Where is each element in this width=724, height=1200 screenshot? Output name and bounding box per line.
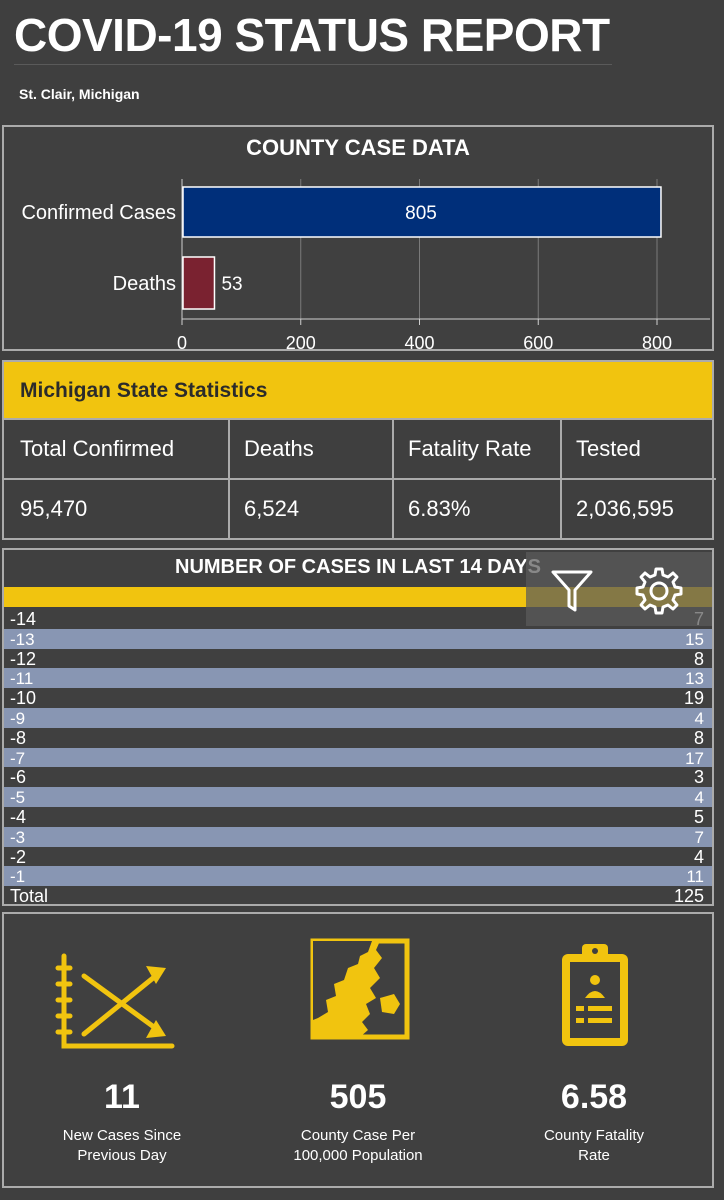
day-label: -12 xyxy=(10,648,37,669)
day-case-count: 5 xyxy=(693,806,704,827)
indicator-case-rate: 505 County Case Per 100,000 Population xyxy=(240,914,476,1186)
fatality-rate-value: 6.58 xyxy=(560,1078,628,1116)
day-case-count: 11 xyxy=(686,867,704,887)
case-rate-value: 505 xyxy=(329,1078,387,1116)
table-row[interactable]: -12 8 xyxy=(4,649,712,669)
day-label: -6 xyxy=(10,767,27,788)
day-label: -4 xyxy=(10,806,27,827)
stat-value-cell: 6.83% xyxy=(392,480,562,538)
day-label: -5 xyxy=(10,788,26,807)
case-rate-label: County Case Per 100,000 Population xyxy=(293,1127,423,1164)
category-label: Deaths xyxy=(113,273,176,295)
state-statistics-title: Michigan State Statistics xyxy=(20,379,268,402)
day-case-count: 3 xyxy=(693,767,704,788)
cases-14-days-panel: NUMBER OF CASES IN LAST 14 DAYS -147-131… xyxy=(2,548,714,906)
county-indicators-panel: 11 New Cases Since Previous Day 505 Coun… xyxy=(2,912,714,1188)
stat-value-cell: 95,470 xyxy=(4,480,230,538)
table-row[interactable]: -8 8 xyxy=(4,728,712,748)
day-case-count: 17 xyxy=(685,748,704,768)
filter-icon[interactable] xyxy=(550,568,594,614)
day-case-count: 8 xyxy=(693,648,704,669)
table-row[interactable]: -4 5 xyxy=(4,807,712,827)
county-map-icon xyxy=(310,938,410,1040)
fatality-rate-label: County Fatality Rate xyxy=(543,1127,645,1164)
day-label: -10 xyxy=(10,688,37,708)
state-statistics-header: Michigan State Statistics xyxy=(4,362,712,420)
day-label: -14 xyxy=(10,609,37,629)
stat-label: Total Confirmed xyxy=(20,436,175,461)
indicator-fatality-rate: 6.58 County Fatality Rate xyxy=(476,914,712,1186)
day-label: Total xyxy=(10,886,49,906)
x-tick-label: 600 xyxy=(523,333,553,349)
day-case-count: 4 xyxy=(694,708,704,728)
day-label: -13 xyxy=(10,629,35,649)
category-label: Confirmed Cases xyxy=(21,202,176,224)
stat-value: 6,524 xyxy=(244,496,300,521)
table-row[interactable]: -9 4 xyxy=(4,707,712,728)
day-case-count: 15 xyxy=(685,629,704,649)
county-chart-title: COUNTY CASE DATA xyxy=(246,135,470,160)
header-divider xyxy=(14,64,612,65)
day-label: -8 xyxy=(10,727,27,748)
stat-header-cell: Deaths xyxy=(228,420,394,480)
stat-header-cell: Tested xyxy=(560,420,716,480)
table-row[interactable]: -10 19 xyxy=(4,688,712,708)
day-case-count: 7 xyxy=(694,827,704,847)
stat-header-cell: Fatality Rate xyxy=(392,420,562,480)
day-label: -2 xyxy=(10,846,27,867)
data-label: 53 xyxy=(221,274,242,295)
report-header: COVID-19 STATUS REPORT St. Clair, Michig… xyxy=(0,0,724,118)
x-tick-label: 200 xyxy=(286,333,316,349)
state-statistics-panel: Michigan State Statistics Total Confirme… xyxy=(2,360,716,540)
stat-value: 2,036,595 xyxy=(576,496,674,521)
new-cases-value: 11 xyxy=(104,1078,140,1116)
table-row[interactable]: -6 3 xyxy=(4,767,712,787)
day-case-count: 8 xyxy=(693,727,704,748)
trend-cross-icon xyxy=(55,953,175,1049)
new-cases-label: New Cases Since Previous Day xyxy=(62,1127,182,1164)
table-row[interactable]: -2 4 xyxy=(4,847,712,867)
day-label: -7 xyxy=(10,748,26,768)
day-case-count: 125 xyxy=(673,886,704,906)
report-location: St. Clair, Michigan xyxy=(19,86,140,102)
stat-label: Tested xyxy=(576,436,641,461)
county-bar-chart: 0 200 400 600 800 Confirmed Cases 805 Deaths 53 xyxy=(21,179,710,349)
table-row[interactable]: -5 4 xyxy=(4,787,712,807)
stat-value-cell: 6,524 xyxy=(228,480,394,538)
stat-label: Deaths xyxy=(244,436,314,461)
widget-toolbar xyxy=(526,552,712,626)
report-title: COVID-19 STATUS REPORT xyxy=(14,9,610,61)
x-tick-label: 800 xyxy=(642,333,672,349)
gear-icon[interactable] xyxy=(634,566,684,616)
day-label: -11 xyxy=(10,669,34,689)
table-row[interactable]: -11 13 xyxy=(4,668,712,689)
county-case-panel: COUNTY CASE DATA 0 200 400 600 800 Confirmed … xyxy=(2,125,714,351)
bar-deaths[interactable] xyxy=(182,256,216,310)
day-case-count: 4 xyxy=(693,846,704,867)
table-row[interactable]: -7 17 xyxy=(4,747,712,768)
day-case-count: 19 xyxy=(683,688,704,708)
indicator-new-cases: 11 New Cases Since Previous Day xyxy=(4,914,240,1186)
table-row[interactable]: Total 125 xyxy=(4,886,712,906)
table-row[interactable]: -13 15 xyxy=(4,628,712,649)
stat-value: 95,470 xyxy=(20,496,88,521)
table-row[interactable]: -1 11 xyxy=(4,866,712,887)
data-label: 805 xyxy=(405,203,437,224)
day-label: -3 xyxy=(10,827,26,847)
day-label: -1 xyxy=(10,867,26,887)
day-case-count: 13 xyxy=(685,669,704,689)
x-tick-label: 0 xyxy=(177,333,187,349)
day-label: -9 xyxy=(10,708,26,728)
stat-header-cell: Total Confirmed xyxy=(4,420,230,480)
cases-14-days-table: -147-1315-128-1113-1019-94-88-717-63-54-… xyxy=(4,609,712,906)
stat-value-cell: 2,036,595 xyxy=(560,480,716,538)
bar-confirmed-cases[interactable] xyxy=(182,186,662,238)
stat-value: 6.83% xyxy=(408,496,471,521)
day-case-count: 4 xyxy=(694,788,704,807)
table-row[interactable]: -3 7 xyxy=(4,826,712,847)
x-tick-label: 400 xyxy=(404,333,434,349)
cases-14-days-title: NUMBER OF CASES IN LAST 14 DAYS xyxy=(175,556,541,578)
clipboard-report-icon xyxy=(562,944,628,1046)
stat-label: Fatality Rate xyxy=(408,436,532,461)
